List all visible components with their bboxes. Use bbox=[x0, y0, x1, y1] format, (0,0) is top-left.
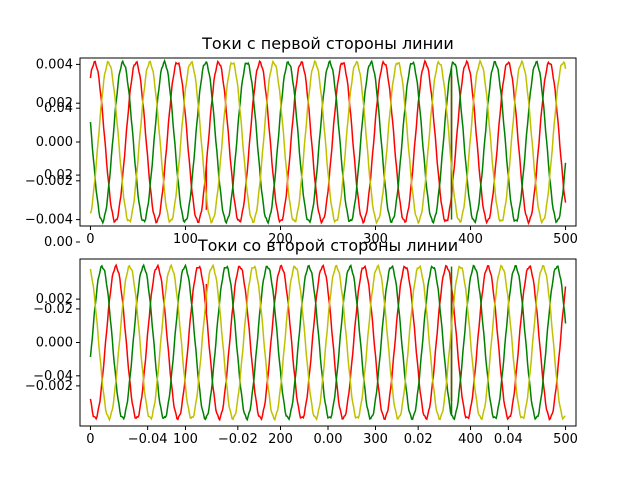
subplot-2-title: Токи со второй стороны линии bbox=[197, 236, 458, 255]
bg-x-tick-label: 0.04 bbox=[494, 432, 523, 447]
subplot-1-series-line-3 bbox=[89, 58, 567, 225]
bg-x-tick-label: 0.00 bbox=[314, 432, 343, 447]
bg-y-tick-label: 0.00 bbox=[44, 235, 73, 250]
y-tick-label: 0.000 bbox=[36, 135, 73, 150]
bg-y-tick-label: 0.02 bbox=[44, 168, 73, 183]
bg-y-tick-label: 0.04 bbox=[44, 101, 73, 116]
x-tick-label: 200 bbox=[268, 232, 293, 247]
x-tick-label: 500 bbox=[553, 432, 578, 447]
bg-x-tick-label: −0.02 bbox=[218, 432, 258, 447]
x-tick-label: 300 bbox=[363, 432, 388, 447]
bg-x-tick-label: 0.02 bbox=[404, 432, 433, 447]
y-tick-label: 0.002 bbox=[36, 96, 73, 111]
subplot-1-title: Токи с первой стороны линии bbox=[201, 34, 454, 53]
subplot-2-series bbox=[89, 263, 567, 422]
subplot-1-ticks: 0 100 200 300 400 500 0.004 0.002 0.000 −0.002 −0.… bbox=[25, 57, 578, 247]
bg-x-tick-label: −0.04 bbox=[128, 432, 168, 447]
subplot-1-background bbox=[80, 58, 576, 226]
bg-y-tick-label: −0.04 bbox=[33, 369, 73, 384]
x-tick-label: 0 bbox=[86, 232, 94, 247]
y-tick-label: −0.004 bbox=[25, 213, 73, 228]
x-tick-label: 100 bbox=[173, 232, 198, 247]
y-tick-label: 0.004 bbox=[36, 57, 73, 72]
x-tick-label: 400 bbox=[458, 232, 483, 247]
y-tick-label: −0.002 bbox=[25, 174, 73, 189]
subplot-1-series bbox=[89, 58, 567, 226]
x-tick-label: 100 bbox=[173, 432, 198, 447]
subplot-2-series-line-2 bbox=[89, 263, 567, 422]
subplot-1-series-line-1 bbox=[89, 58, 567, 226]
subplot-2-series-line-1 bbox=[89, 263, 567, 422]
x-tick-label: 0 bbox=[86, 432, 94, 447]
x-tick-label: 200 bbox=[268, 432, 293, 447]
background-axes: −0.04 −0.02 0.00 0.02 0.04 0.04 0.02 0.00 −0.02 −… bbox=[33, 101, 523, 447]
x-tick-label: 500 bbox=[553, 232, 578, 247]
y-tick-label: −0.002 bbox=[25, 379, 73, 394]
x-tick-label: 300 bbox=[363, 232, 388, 247]
subplot-1-series-line-2 bbox=[89, 58, 567, 225]
subplot-2-ticks: 0 100 200 300 400 500 0.002 0.000 −0.002 bbox=[25, 292, 578, 447]
y-tick-label: 0.002 bbox=[36, 292, 73, 307]
y-tick-label: 0.000 bbox=[36, 336, 73, 351]
bg-y-tick-label: −0.02 bbox=[33, 302, 73, 317]
subplot-2-series-line-3 bbox=[89, 263, 566, 422]
x-tick-label: 400 bbox=[458, 432, 483, 447]
